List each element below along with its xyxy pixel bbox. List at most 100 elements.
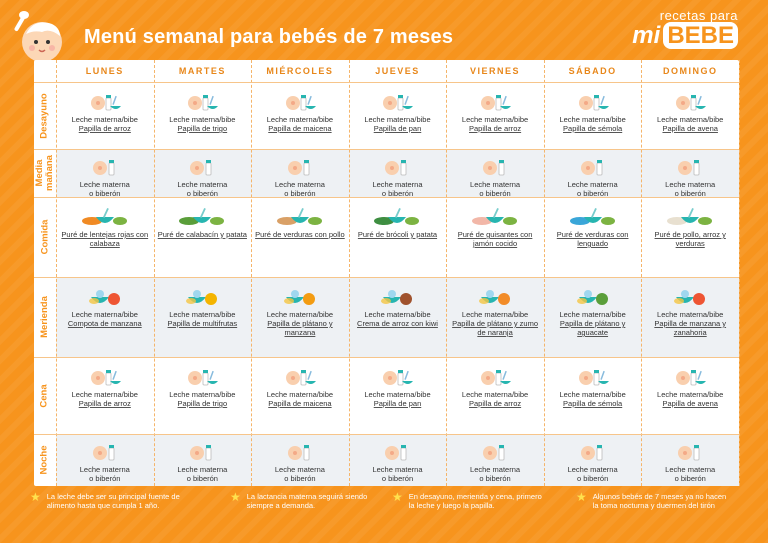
- menu-cell: Leche materna/bibe Papilla de sémola: [546, 92, 640, 133]
- baby-bottle-icon: [483, 160, 505, 176]
- cell-primary-text: Leche materna/bibe: [266, 115, 334, 124]
- cell-secondary-text: Papilla de trigo: [177, 124, 228, 133]
- menu-cell: Leche materna o biberón: [156, 157, 250, 198]
- cell-primary-text: Leche materna: [372, 180, 423, 189]
- cell-secondary-text: o biberón: [479, 474, 511, 483]
- cell-primary-text: Leche materna/bibe: [657, 310, 724, 319]
- cell-primary-text: Leche materna: [470, 465, 521, 474]
- baby-bottle-bowl-icon: [285, 95, 316, 111]
- cell-secondary-text: o biberón: [186, 189, 218, 198]
- menu-cell: Leche materna/bibe Papilla de plátano y a…: [546, 287, 640, 337]
- cell-primary-text: Leche materna: [372, 465, 423, 474]
- fruit-bowl-icon: [576, 290, 608, 305]
- meal-label: Desayuno: [34, 82, 56, 149]
- cell-secondary-text: o biberón: [674, 474, 706, 483]
- baby-bottle-icon: [385, 445, 407, 461]
- menu-table: LUNES MARTES MIÉRCOLES JUEVES VIERNES SÁBADO D…: [34, 60, 740, 486]
- menu-cell: Leche materna/bibe Papilla de trigo: [156, 92, 250, 133]
- cell-primary-text: Leche materna/bibe: [461, 115, 529, 124]
- baby-bottle-icon: [287, 445, 310, 461]
- menu-cell: Leche materna/bibe Papilla de arroz: [448, 367, 542, 408]
- cell-primary-text: Leche materna/bibe: [71, 115, 138, 124]
- menu-cell: Leche materna/bibe Papilla de plátano y m…: [253, 287, 347, 337]
- cell-primary-text: Leche materna/bibe: [559, 390, 626, 399]
- row-band: [56, 434, 739, 486]
- baby-bottle-bowl-icon: [90, 95, 121, 111]
- cell-secondary-text: Papilla de maicena: [268, 399, 332, 408]
- food-bowl-icon: [276, 208, 322, 225]
- menu-cell: Leche materna o biberón: [253, 157, 347, 198]
- footer-note-text: En desayuno, merienda y cena, primero la…: [408, 492, 542, 510]
- cell-primary-text: Leche materna/bibe: [559, 115, 626, 124]
- cell-primary-text: Leche materna/bibe: [657, 390, 724, 399]
- cell-secondary-text: Papilla de avena: [662, 399, 718, 408]
- day-header-5: SÁBADO: [568, 66, 617, 76]
- meal-label: Media mañana: [34, 149, 56, 197]
- food-bowl-icon: [667, 208, 713, 225]
- cell-secondary-text: Papilla de manzana y zanahoria: [654, 319, 727, 337]
- row-band: [56, 149, 739, 197]
- menu-cell: Leche materna o biberón: [58, 442, 152, 483]
- menu-cell: Leche materna/bibe Papilla de trigo: [156, 367, 250, 408]
- menu-cell: Leche materna o biberón: [156, 442, 250, 483]
- menu-cell: Leche materna/bibe Papilla de sémola: [546, 367, 640, 408]
- cell-secondary-text: o biberón: [576, 189, 609, 198]
- cell-primary-text: Leche materna/bibe: [559, 310, 626, 319]
- cell-primary-text: Leche materna: [470, 180, 521, 189]
- cell-primary-text: Leche materna: [177, 180, 228, 189]
- menu-cell: Leche materna o biberón: [58, 157, 152, 198]
- footer-notes: ★ La leche debe ser su principal fuente d…: [30, 490, 760, 530]
- cell-primary-text: Leche materna/bibe: [266, 390, 334, 399]
- cell-primary-text: Leche materna: [665, 180, 716, 189]
- cell-secondary-text: Papilla de multifrutas: [167, 319, 238, 328]
- row-divider: [34, 197, 739, 198]
- cell-primary-text: Leche materna/bibe: [169, 390, 236, 399]
- star-icon: ★: [230, 490, 241, 504]
- food-bowl-icon: [374, 208, 420, 225]
- menu-cell: Leche materna/bibe Papilla de pan: [351, 367, 445, 408]
- menu-cell: Puré de brócoli y patata: [351, 207, 445, 239]
- header: Menú semanal para bebés de 7 meses recet…: [0, 0, 768, 62]
- meal-label-text: Desayuno: [39, 92, 50, 139]
- cell-primary-text: Leche materna/bibe: [71, 310, 138, 319]
- day-header-4: VIERNES: [470, 66, 521, 76]
- cell-secondary-text: o biberón: [479, 189, 511, 198]
- food-bowl-icon: [179, 208, 225, 225]
- cell-secondary-text: Papilla de arroz: [469, 399, 522, 408]
- cell-primary-text: Leche materna: [274, 180, 325, 189]
- cell-secondary-text: Puré de guisantes con jamón cocido: [457, 230, 533, 248]
- menu-cell: Leche materna/bibe Compota de manzana: [58, 287, 152, 328]
- cell-secondary-text: Puré de verduras con lenguado: [556, 230, 629, 248]
- food-bowl-icon: [81, 208, 127, 225]
- fruit-bowl-icon: [88, 290, 120, 305]
- cell-secondary-text: Papilla de arroz: [78, 399, 131, 408]
- meal-label: Cena: [34, 357, 56, 434]
- cell-secondary-text: o biberón: [381, 189, 414, 198]
- menu-cell: Puré de verduras con lenguado: [546, 207, 640, 248]
- row-divider: [34, 277, 739, 278]
- cell-primary-text: Leche materna: [567, 465, 618, 474]
- row-divider: [34, 434, 739, 435]
- logo-wordmark: mi BEBE: [632, 22, 738, 49]
- menu-cell: Leche materna o biberón: [546, 157, 640, 198]
- baby-bottle-icon: [190, 160, 212, 176]
- cell-secondary-text: Crema de arroz con kiwi: [357, 319, 438, 328]
- column-divider: [739, 60, 740, 486]
- baby-bottle-icon: [287, 160, 310, 176]
- column-divider: [348, 60, 350, 486]
- meal-label-text: Merienda: [39, 296, 50, 338]
- cell-secondary-text: Papilla de trigo: [177, 399, 228, 408]
- cell-secondary-text: Papilla de pan: [373, 124, 422, 133]
- cell-primary-text: Leche materna/bibe: [364, 390, 431, 399]
- day-header-1: MARTES: [178, 66, 226, 76]
- food-bowl-icon: [569, 208, 615, 225]
- row-band: [56, 277, 739, 357]
- meal-label-text: Cena: [39, 383, 51, 408]
- baby-bottle-bowl-icon: [481, 370, 512, 386]
- cell-primary-text: Leche materna/bibe: [657, 115, 724, 124]
- star-icon: ★: [576, 490, 587, 504]
- baby-bottle-icon: [678, 160, 700, 176]
- cell-secondary-text: Papilla de arroz: [469, 124, 522, 133]
- logo-tagline: recetas para: [659, 8, 738, 23]
- baby-bottle-bowl-icon: [383, 370, 414, 386]
